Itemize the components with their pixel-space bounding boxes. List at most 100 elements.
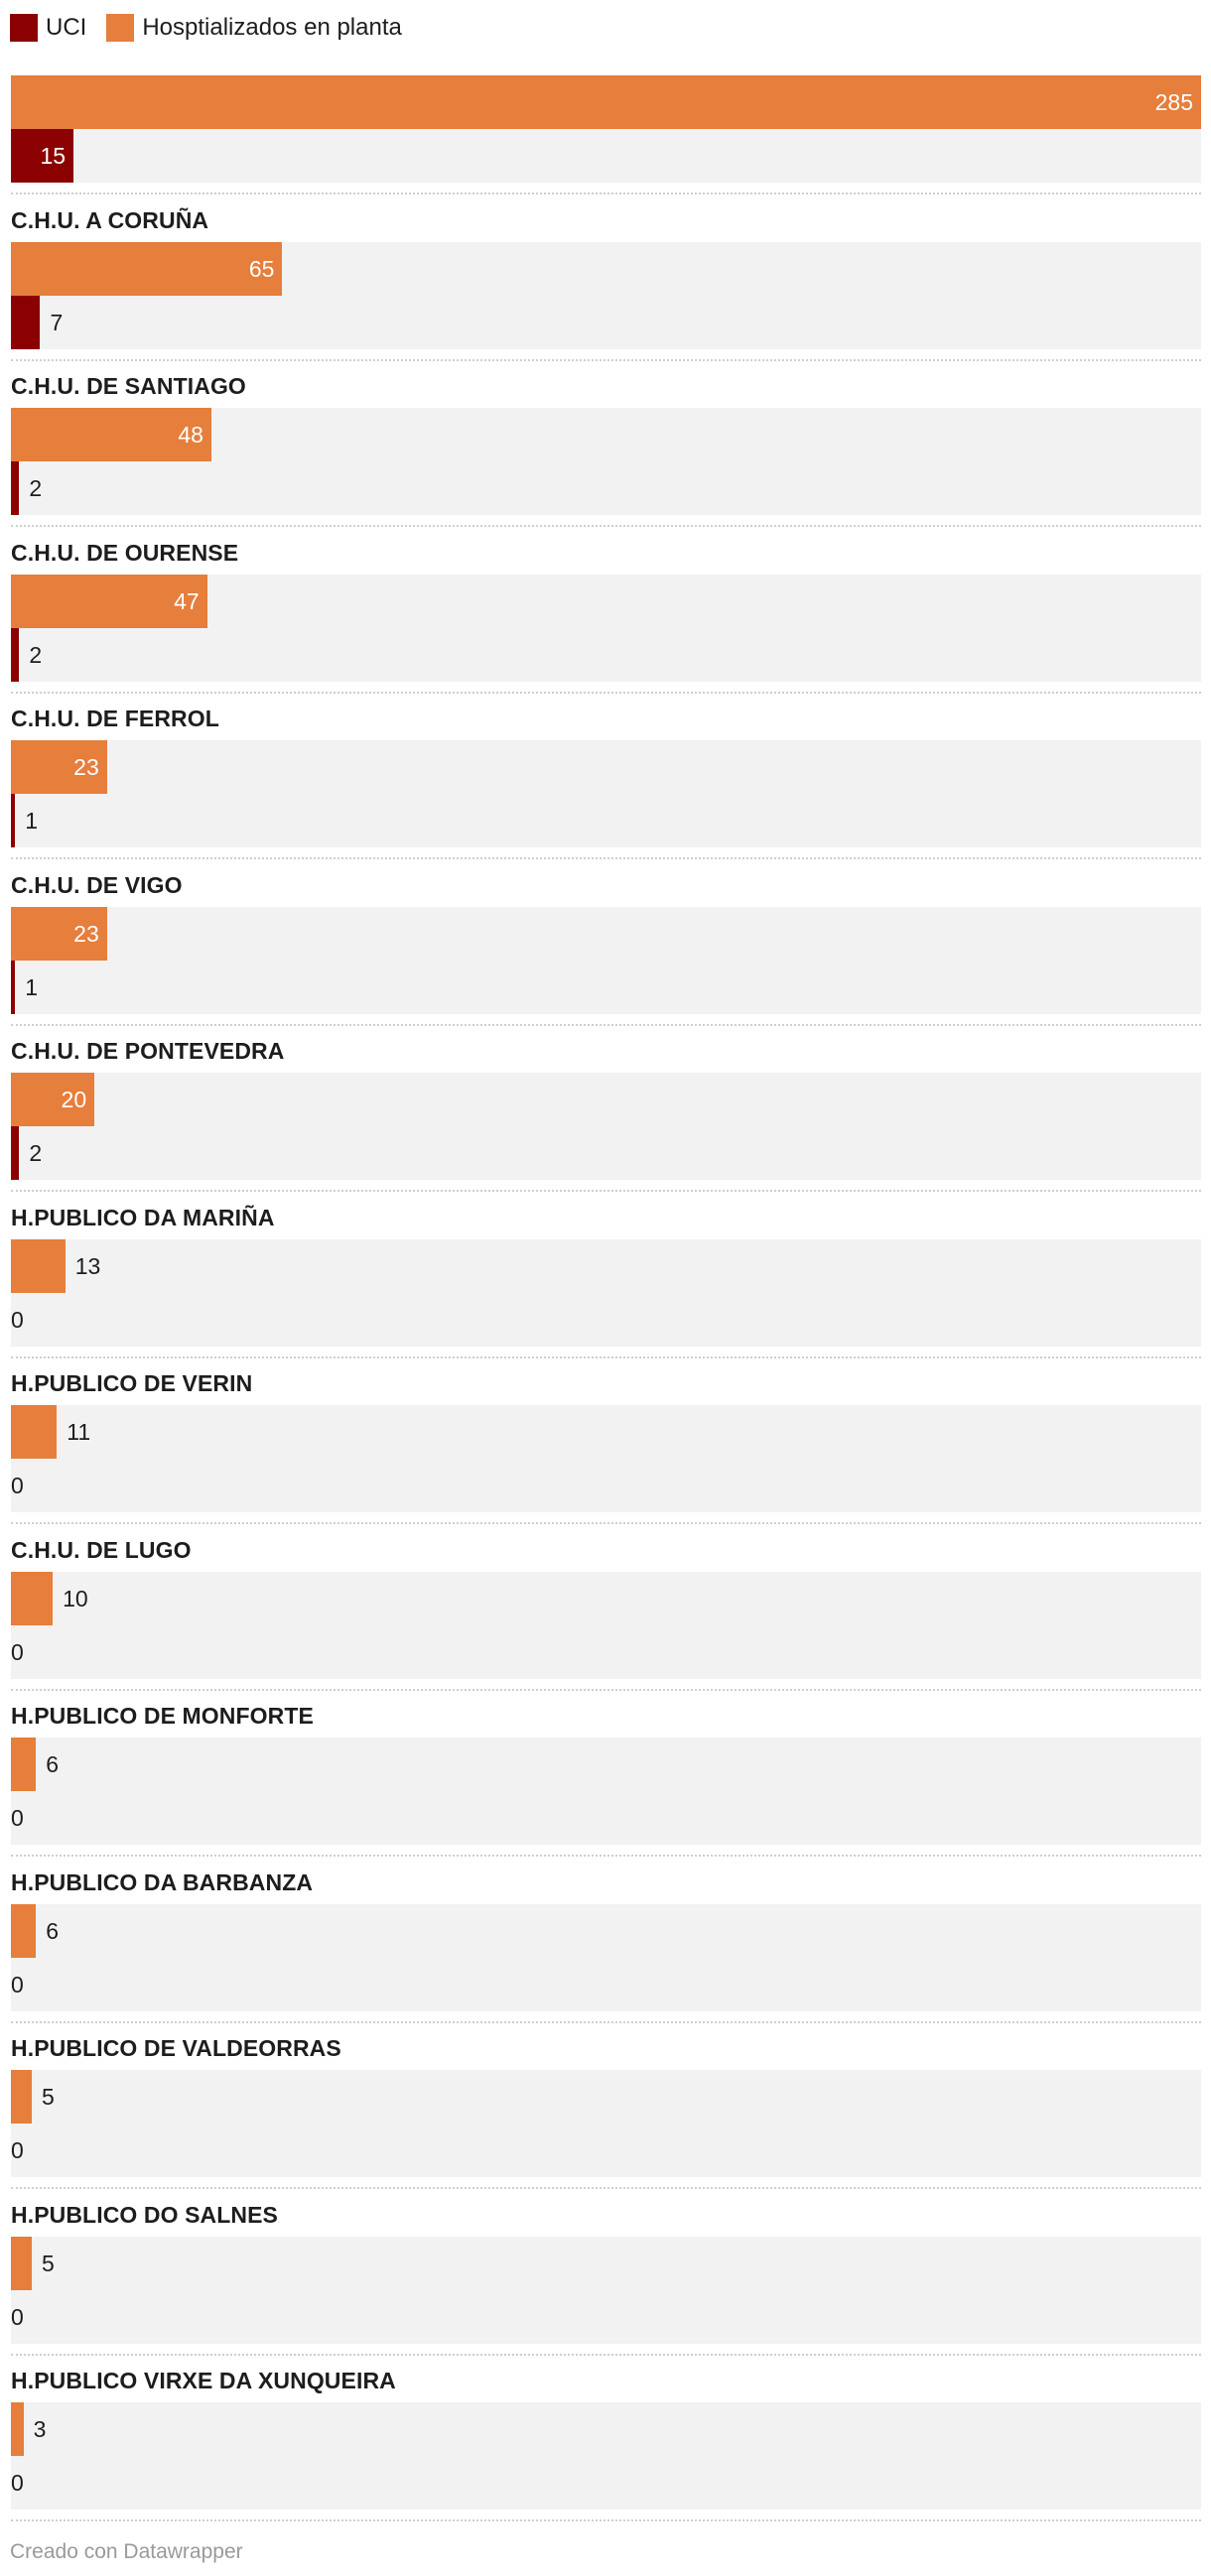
bar-planta (11, 2237, 33, 2290)
bar-planta (11, 408, 211, 461)
bar-track (11, 1904, 1201, 2011)
bar-track (11, 2070, 1201, 2177)
value-label-planta: 65 (248, 256, 275, 282)
value-label-uci: 0 (11, 2137, 24, 2163)
category-label: H.PUBLICO DE VERIN (11, 1370, 253, 1396)
bar-planta (11, 75, 1201, 129)
group-separator (11, 2519, 1201, 2521)
group-separator (11, 1190, 1201, 1192)
category-label: H.PUBLICO DE VALDEORRAS (11, 2035, 341, 2061)
category-label: C.H.U. A CORUÑA (11, 207, 209, 233)
category-label: C.H.U. DE VIGO (11, 872, 183, 898)
category-label: H.PUBLICO DO SALNES (11, 2202, 278, 2228)
value-label-uci: 1 (25, 974, 38, 1000)
legend-item-planta: Hosptializados en planta (106, 14, 402, 42)
value-label-uci: 0 (11, 2470, 24, 2496)
value-label-planta: 285 (1154, 89, 1193, 115)
value-label-planta: 11 (67, 1419, 91, 1445)
bar-uci (11, 461, 20, 515)
group-separator (11, 2187, 1201, 2189)
group-separator (11, 2021, 1201, 2023)
value-label-planta: 47 (174, 588, 200, 614)
value-label-uci: 2 (29, 475, 43, 501)
value-label-uci: 0 (11, 1639, 24, 1665)
category-label: C.H.U. DE OURENSE (11, 540, 239, 566)
footer-credit: Creado con Datawrapper (10, 2540, 243, 2563)
bar-track (11, 1073, 1201, 1180)
legend: UCI Hosptializados en planta (10, 10, 422, 46)
value-label-planta: 5 (42, 2084, 55, 2110)
value-label-uci: 1 (25, 808, 38, 834)
group-separator (11, 193, 1201, 194)
bar-track (11, 1405, 1201, 1512)
group-separator (11, 1024, 1201, 1026)
bar-uci (11, 794, 16, 847)
bar-uci (11, 296, 41, 349)
bar-track (11, 575, 1201, 682)
value-label-planta: 10 (63, 1586, 88, 1611)
category-label: H.PUBLICO DE MONFORTE (11, 1703, 314, 1729)
value-label-uci: 2 (29, 1140, 43, 1166)
value-label-planta: 3 (33, 2416, 47, 2442)
group-separator (11, 525, 1201, 527)
bar-uci (11, 961, 16, 1014)
bar-planta (11, 1572, 54, 1625)
category-label: C.H.U. DE LUGO (11, 1537, 192, 1563)
category-label: H.PUBLICO DA BARBANZA (11, 1869, 314, 1895)
group-separator (11, 1356, 1201, 1358)
value-label-uci: 2 (29, 642, 43, 668)
value-label-planta: 23 (73, 921, 99, 947)
bar-uci (11, 129, 74, 183)
value-label-planta: 6 (46, 1751, 60, 1777)
category-label: C.H.U. DE SANTIAGO (11, 373, 246, 399)
bar-track (11, 2237, 1201, 2344)
category-label: H.PUBLICO VIRXE DA XUNQUEIRA (11, 2368, 396, 2393)
legend-label-planta: Hosptializados en planta (142, 14, 402, 41)
value-label-uci: 0 (11, 1473, 24, 1498)
category-label: C.H.U. DE FERROL (11, 706, 219, 731)
value-label-uci: 0 (11, 2304, 24, 2330)
bar-track (11, 1738, 1201, 1845)
bar-planta (11, 2402, 24, 2456)
bar-planta (11, 1738, 37, 1791)
bar-planta (11, 242, 283, 296)
legend-swatch-planta (106, 14, 135, 42)
category-label: H.PUBLICO DA MARIÑA (11, 1205, 275, 1230)
group-separator (11, 359, 1201, 361)
value-label-planta: 6 (46, 1918, 60, 1944)
bar-track (11, 2402, 1201, 2510)
value-label-planta: 13 (74, 1253, 101, 1279)
bar-planta (11, 575, 207, 628)
value-label-uci: 0 (11, 1805, 24, 1831)
value-label-uci: 15 (40, 143, 67, 169)
group-separator (11, 1689, 1201, 1691)
bar-planta (11, 1073, 95, 1126)
bar-planta (11, 1239, 66, 1293)
value-label-planta: 20 (61, 1087, 87, 1112)
bar-planta (11, 1405, 58, 1459)
group-separator (11, 857, 1201, 859)
value-label-uci: 0 (11, 1307, 24, 1333)
bar-planta (11, 2070, 33, 2124)
bar-track (11, 907, 1201, 1014)
group-separator (11, 2354, 1201, 2356)
legend-item-uci: UCI (10, 14, 86, 42)
legend-label-uci: UCI (46, 14, 87, 41)
bar-track (11, 1239, 1201, 1347)
group-separator (11, 692, 1201, 694)
value-label-uci: 0 (11, 1972, 24, 1997)
bar-planta (11, 1904, 37, 1958)
value-label-uci: 7 (50, 310, 64, 335)
group-separator (11, 1522, 1201, 1524)
bar-planta (11, 907, 107, 961)
bar-track (11, 740, 1201, 847)
bar-uci (11, 1126, 20, 1180)
bar-uci (11, 628, 20, 682)
bar-planta (11, 740, 107, 794)
bar-track (11, 1572, 1201, 1679)
value-label-planta: 23 (73, 754, 99, 780)
value-label-planta: 48 (178, 422, 203, 448)
group-separator (11, 1855, 1201, 1857)
legend-swatch-uci (10, 14, 38, 42)
value-label-planta: 5 (42, 2251, 55, 2276)
